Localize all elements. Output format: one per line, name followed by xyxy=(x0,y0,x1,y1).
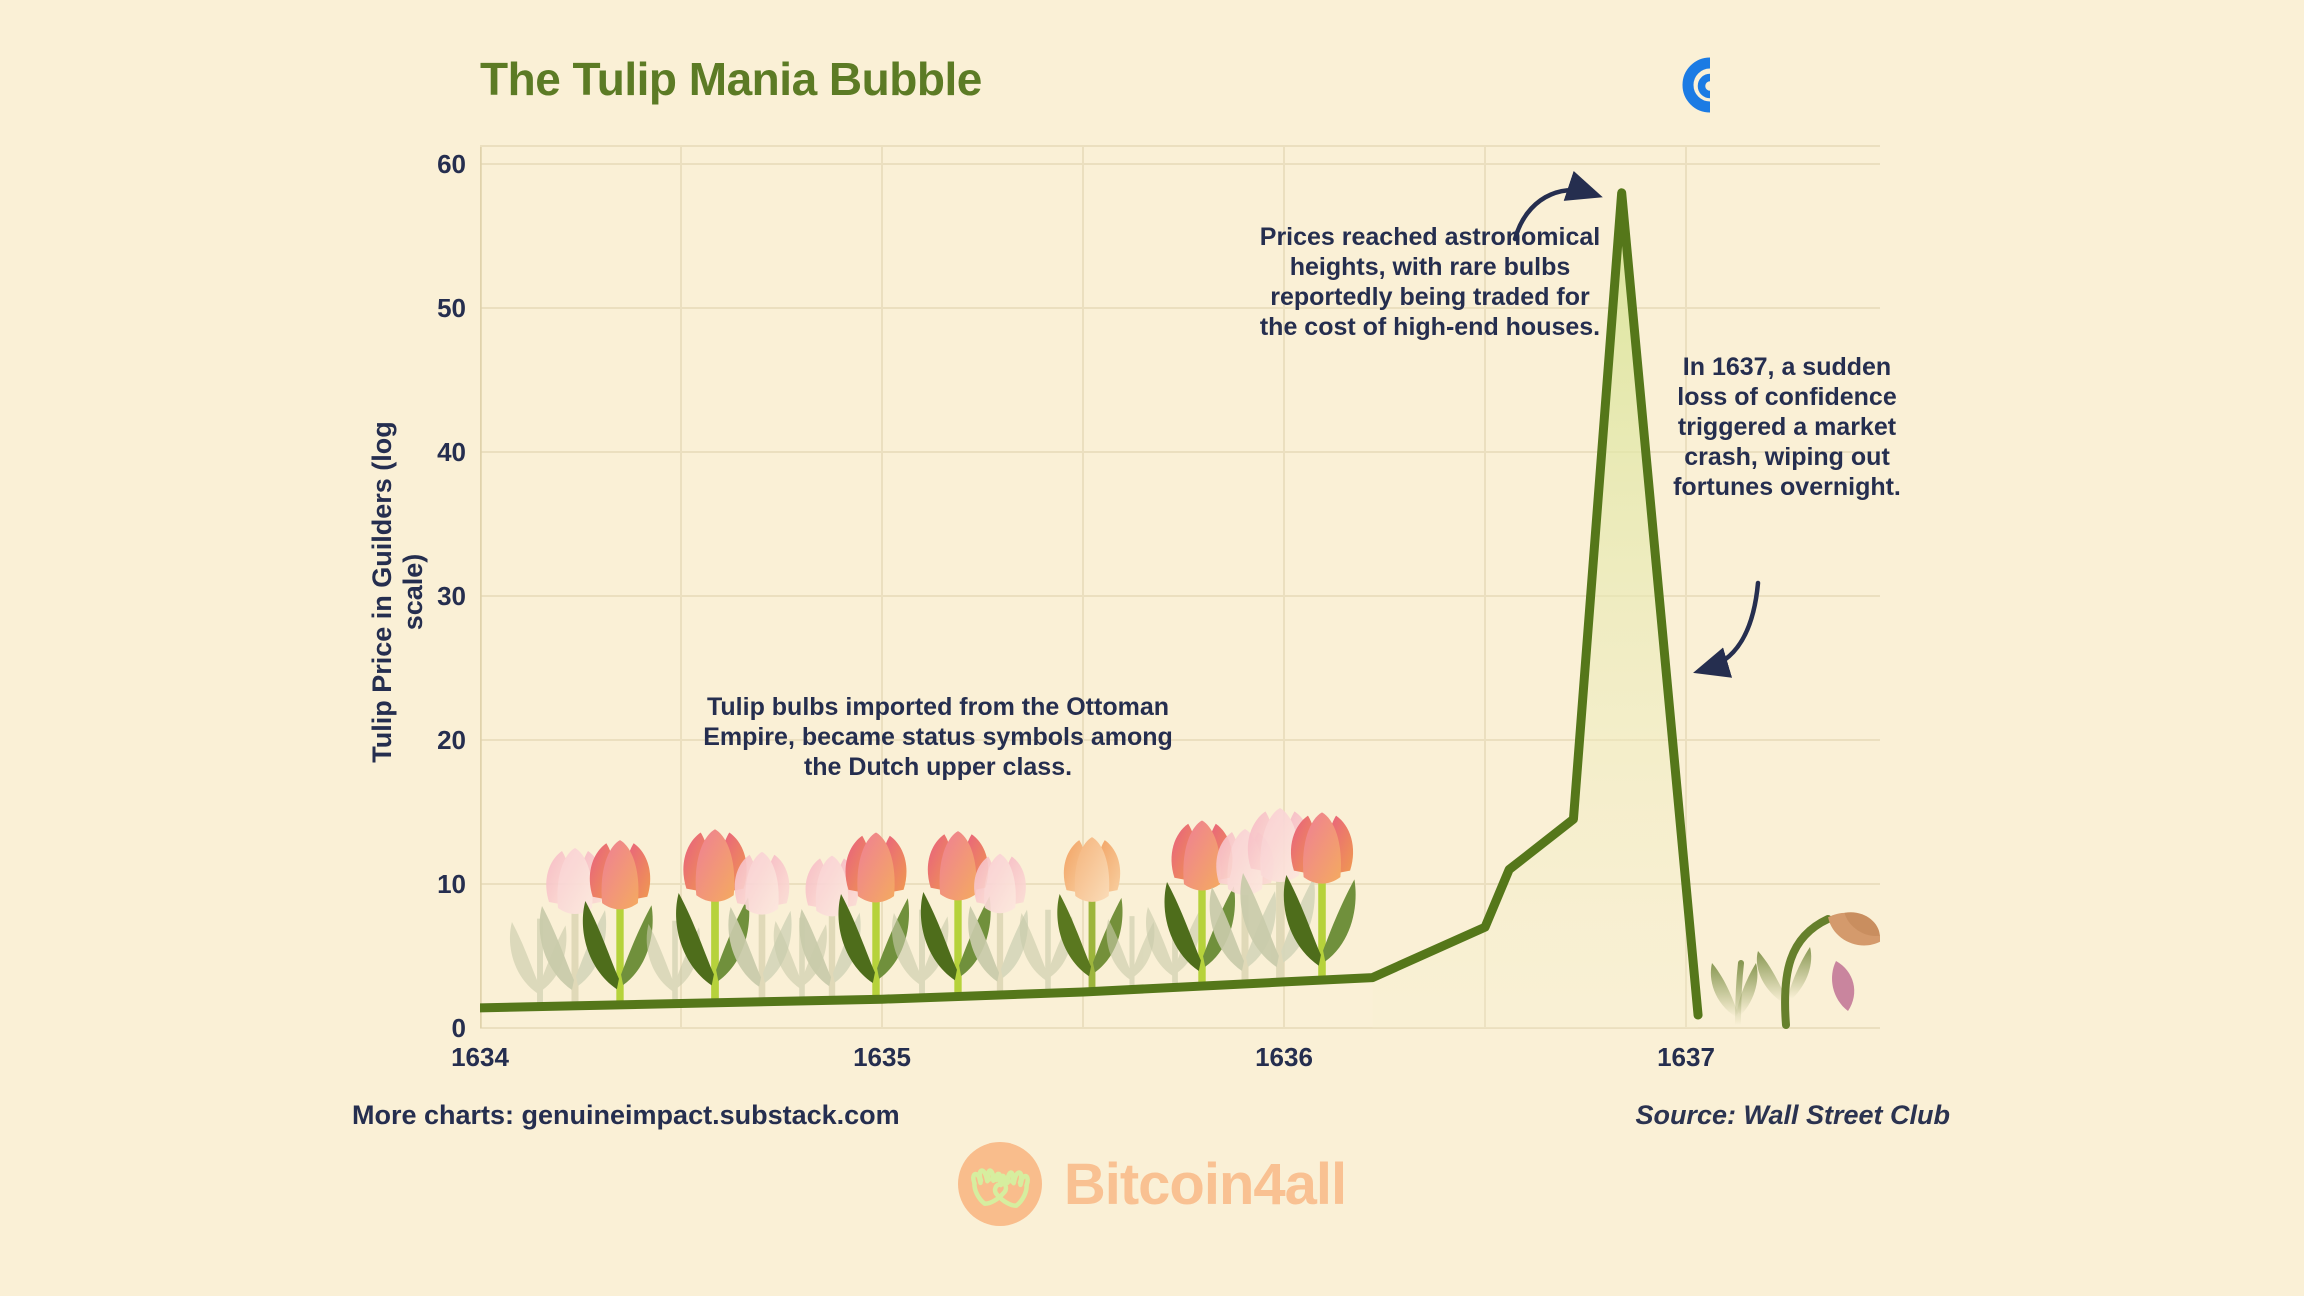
plot-area xyxy=(480,145,1880,1029)
brand-logo: Bitcoin4all xyxy=(0,1142,2304,1226)
area-fill xyxy=(1372,192,1699,1029)
y-tick-label: 40 xyxy=(437,437,466,467)
y-tick-label: 0 xyxy=(451,1013,466,1043)
high-five-hands-icon xyxy=(957,1142,1042,1226)
tulip-icon xyxy=(920,831,991,997)
tulip-icon xyxy=(582,840,653,1006)
x-tick-label: 1637 xyxy=(1657,1042,1715,1072)
page-title: The Tulip Mania Bubble xyxy=(480,53,982,105)
annotation-peak: Prices reached astronomical heights, wit… xyxy=(1259,223,1601,341)
x-tick-label: 1635 xyxy=(853,1042,911,1072)
source-text: Source: Wall Street Club xyxy=(1635,1100,1950,1130)
price-line xyxy=(480,188,1703,1020)
tulip-icon xyxy=(1283,812,1356,983)
y-tick-label: 30 xyxy=(437,581,466,611)
annotation-arrows xyxy=(1512,170,1761,678)
tulip-icon xyxy=(1057,837,1123,992)
y-tick-label: 50 xyxy=(437,293,466,323)
y-tick-label: 60 xyxy=(437,149,466,179)
sage-sprig-icon xyxy=(1710,960,1758,1028)
x-tick-label: 1636 xyxy=(1255,1042,1313,1072)
tulip-field xyxy=(509,808,1356,1007)
arrow-to-crash-icon xyxy=(1693,580,1761,678)
annotation-crash: In 1637, a sudden loss of confidence tri… xyxy=(1673,353,1901,501)
tulip-icon xyxy=(838,832,910,1000)
y-tick-label: 20 xyxy=(437,725,466,755)
annotation-boom: Tulip bulbs imported from the Ottoman Em… xyxy=(703,693,1173,781)
tulip-icon xyxy=(676,829,750,1003)
wilted-tulip-icon xyxy=(1756,912,1880,1029)
tulip-icon xyxy=(728,851,792,1002)
blue-concentric-c-icon xyxy=(1682,57,1711,113)
arrow-to-peak-icon xyxy=(1512,170,1603,242)
y-tick-label: 10 xyxy=(437,869,466,899)
tulip-icon xyxy=(968,853,1029,996)
x-tick-label: 1634 xyxy=(451,1042,509,1072)
brand-name: Bitcoin4all xyxy=(1063,1151,1347,1217)
more-charts-text: More charts: genuineimpact.substack.com xyxy=(352,1100,900,1130)
